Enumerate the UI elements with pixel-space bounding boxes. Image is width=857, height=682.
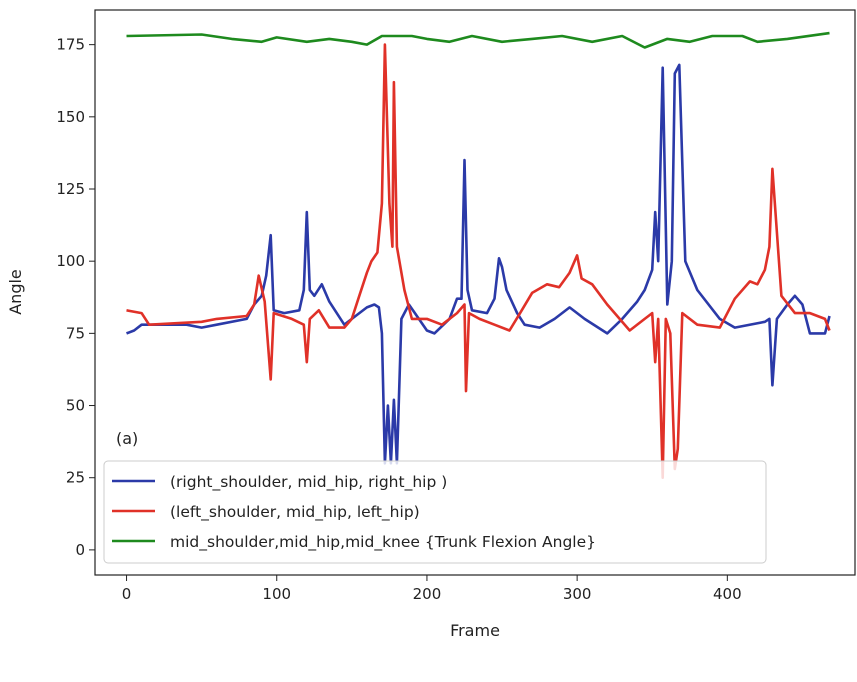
y-tick-label: 75 — [66, 324, 85, 342]
y-axis-label: Angle — [6, 269, 25, 315]
legend-label: (right_shoulder, mid_hip, right_hip ) — [170, 473, 447, 492]
x-tick-label: 300 — [563, 585, 592, 603]
y-tick-label: 0 — [75, 541, 85, 559]
legend-label: mid_shoulder,mid_hip,mid_knee {Trunk Fle… — [170, 533, 596, 552]
x-tick-label: 200 — [413, 585, 442, 603]
y-tick-label: 175 — [56, 36, 85, 54]
y-tick-label: 50 — [66, 397, 85, 415]
series-line-1 — [126, 43, 831, 479]
x-tick-label: 100 — [262, 585, 291, 603]
x-tick-label: 0 — [122, 585, 132, 603]
plot-frame — [94, 9, 856, 576]
legend-box — [103, 460, 767, 564]
series-lines — [126, 31, 831, 479]
legend-label: (left_shoulder, mid_hip, left_hip) — [170, 503, 420, 522]
x-axis-label: Frame — [450, 621, 500, 640]
y-tick-label: 100 — [56, 252, 85, 270]
y-axis-ticks: 0 25 50 75 100 125 150 175 — [56, 36, 95, 559]
x-axis-ticks: 0 100 200 300 400 — [122, 575, 742, 603]
panel-annotation: (a) — [116, 429, 138, 448]
x-tick-label: 400 — [713, 585, 742, 603]
series-line-2 — [126, 31, 830, 49]
y-tick-label: 150 — [56, 108, 85, 126]
y-tick-label: 25 — [66, 469, 85, 487]
legend: (right_shoulder, mid_hip, right_hip ) (le… — [103, 460, 767, 564]
y-tick-label: 125 — [56, 180, 85, 198]
series-line-0 — [126, 63, 831, 465]
